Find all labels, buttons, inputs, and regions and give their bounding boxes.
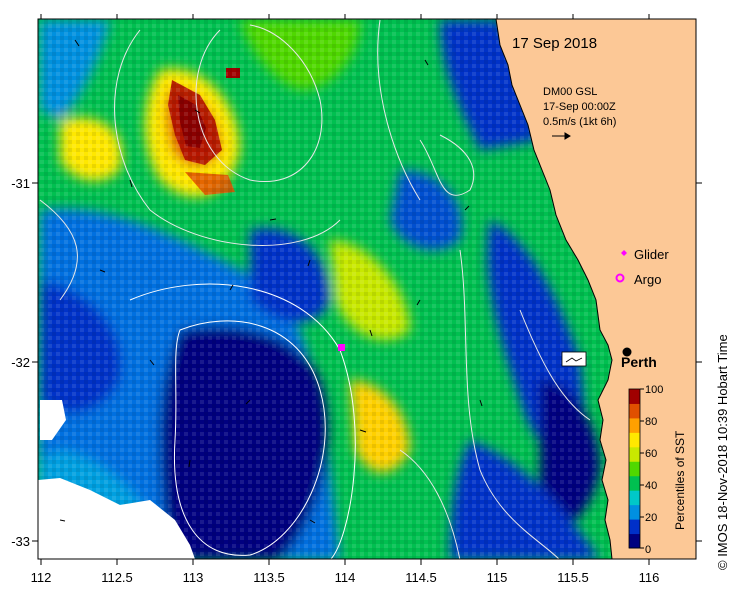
colorbar-segment	[629, 475, 640, 491]
x-tick-label: 115.5	[557, 570, 589, 585]
svg-text:17-Sep 00:00Z: 17-Sep 00:00Z	[543, 101, 616, 113]
x-tick-label: 113	[183, 570, 204, 585]
colorbar-tick-label: 40	[645, 480, 657, 492]
city-label: Perth	[621, 354, 657, 370]
colorbar-title: Percentiles of SST	[673, 430, 687, 530]
glider-legend-label: Glider	[634, 247, 669, 262]
plot-frame	[37, 18, 697, 560]
argo-icon	[615, 273, 625, 283]
colorbar-tick-label: 0	[645, 544, 651, 556]
x-tick-label: 114	[335, 570, 356, 585]
svg-text:0.5m/s (1kt 6h): 0.5m/s (1kt 6h)	[543, 116, 616, 128]
x-axis	[40, 14, 650, 565]
date-title: 17 Sep 2018	[512, 35, 597, 52]
colorbar-segment	[629, 533, 640, 549]
current-info: DM00 GSL 17-Sep 00:00Z 0.5m/s (1kt 6h)	[543, 86, 616, 128]
colorbar-segment	[629, 446, 640, 462]
colorbar-segment	[629, 519, 640, 535]
colorbar-tick-label: 60	[645, 448, 657, 460]
colorbar-segment	[629, 417, 640, 433]
colorbar-segment	[629, 461, 640, 477]
glider-icon	[621, 250, 627, 256]
y-tick-label: -33	[11, 534, 30, 549]
x-tick-label: 115	[487, 570, 508, 585]
scale-arrow-icon	[552, 132, 571, 140]
x-tick-label: 112	[31, 570, 52, 585]
y-tick-label: -31	[11, 176, 30, 191]
colorbar-tick-label: 100	[645, 384, 663, 396]
australia-land	[496, 19, 696, 559]
colorbar: 0 20 40 60 80 100 Percentiles of SST	[628, 384, 687, 556]
argo-legend-label: Argo	[634, 272, 661, 287]
marker-legend: Glider Argo	[615, 247, 669, 287]
x-tick-label: 113.5	[253, 570, 285, 585]
svg-text:DM00 GSL: DM00 GSL	[543, 86, 597, 98]
sst-field	[38, 19, 696, 559]
colorbar-segment	[629, 403, 640, 419]
colorbar-tick-label: 20	[645, 512, 657, 524]
colorbar-segment	[629, 432, 640, 448]
x-tick-label: 116	[639, 570, 660, 585]
x-tick-label: 112.5	[101, 570, 133, 585]
current-vectors	[59, 39, 483, 524]
y-tick-label: -32	[11, 355, 30, 370]
perth-marker-icon	[622, 347, 632, 357]
glider-marker	[338, 344, 345, 351]
colorbar-tick-label: 80	[645, 416, 657, 428]
colorbar-segment	[629, 504, 640, 520]
y-axis	[32, 182, 702, 542]
colorbar-segment	[629, 389, 640, 404]
credit-text: © IMOS 18-Nov-2018 10:39 Hobart Time	[715, 334, 730, 570]
colorbar-segment	[629, 490, 640, 506]
x-tick-label: 114.5	[405, 570, 437, 585]
